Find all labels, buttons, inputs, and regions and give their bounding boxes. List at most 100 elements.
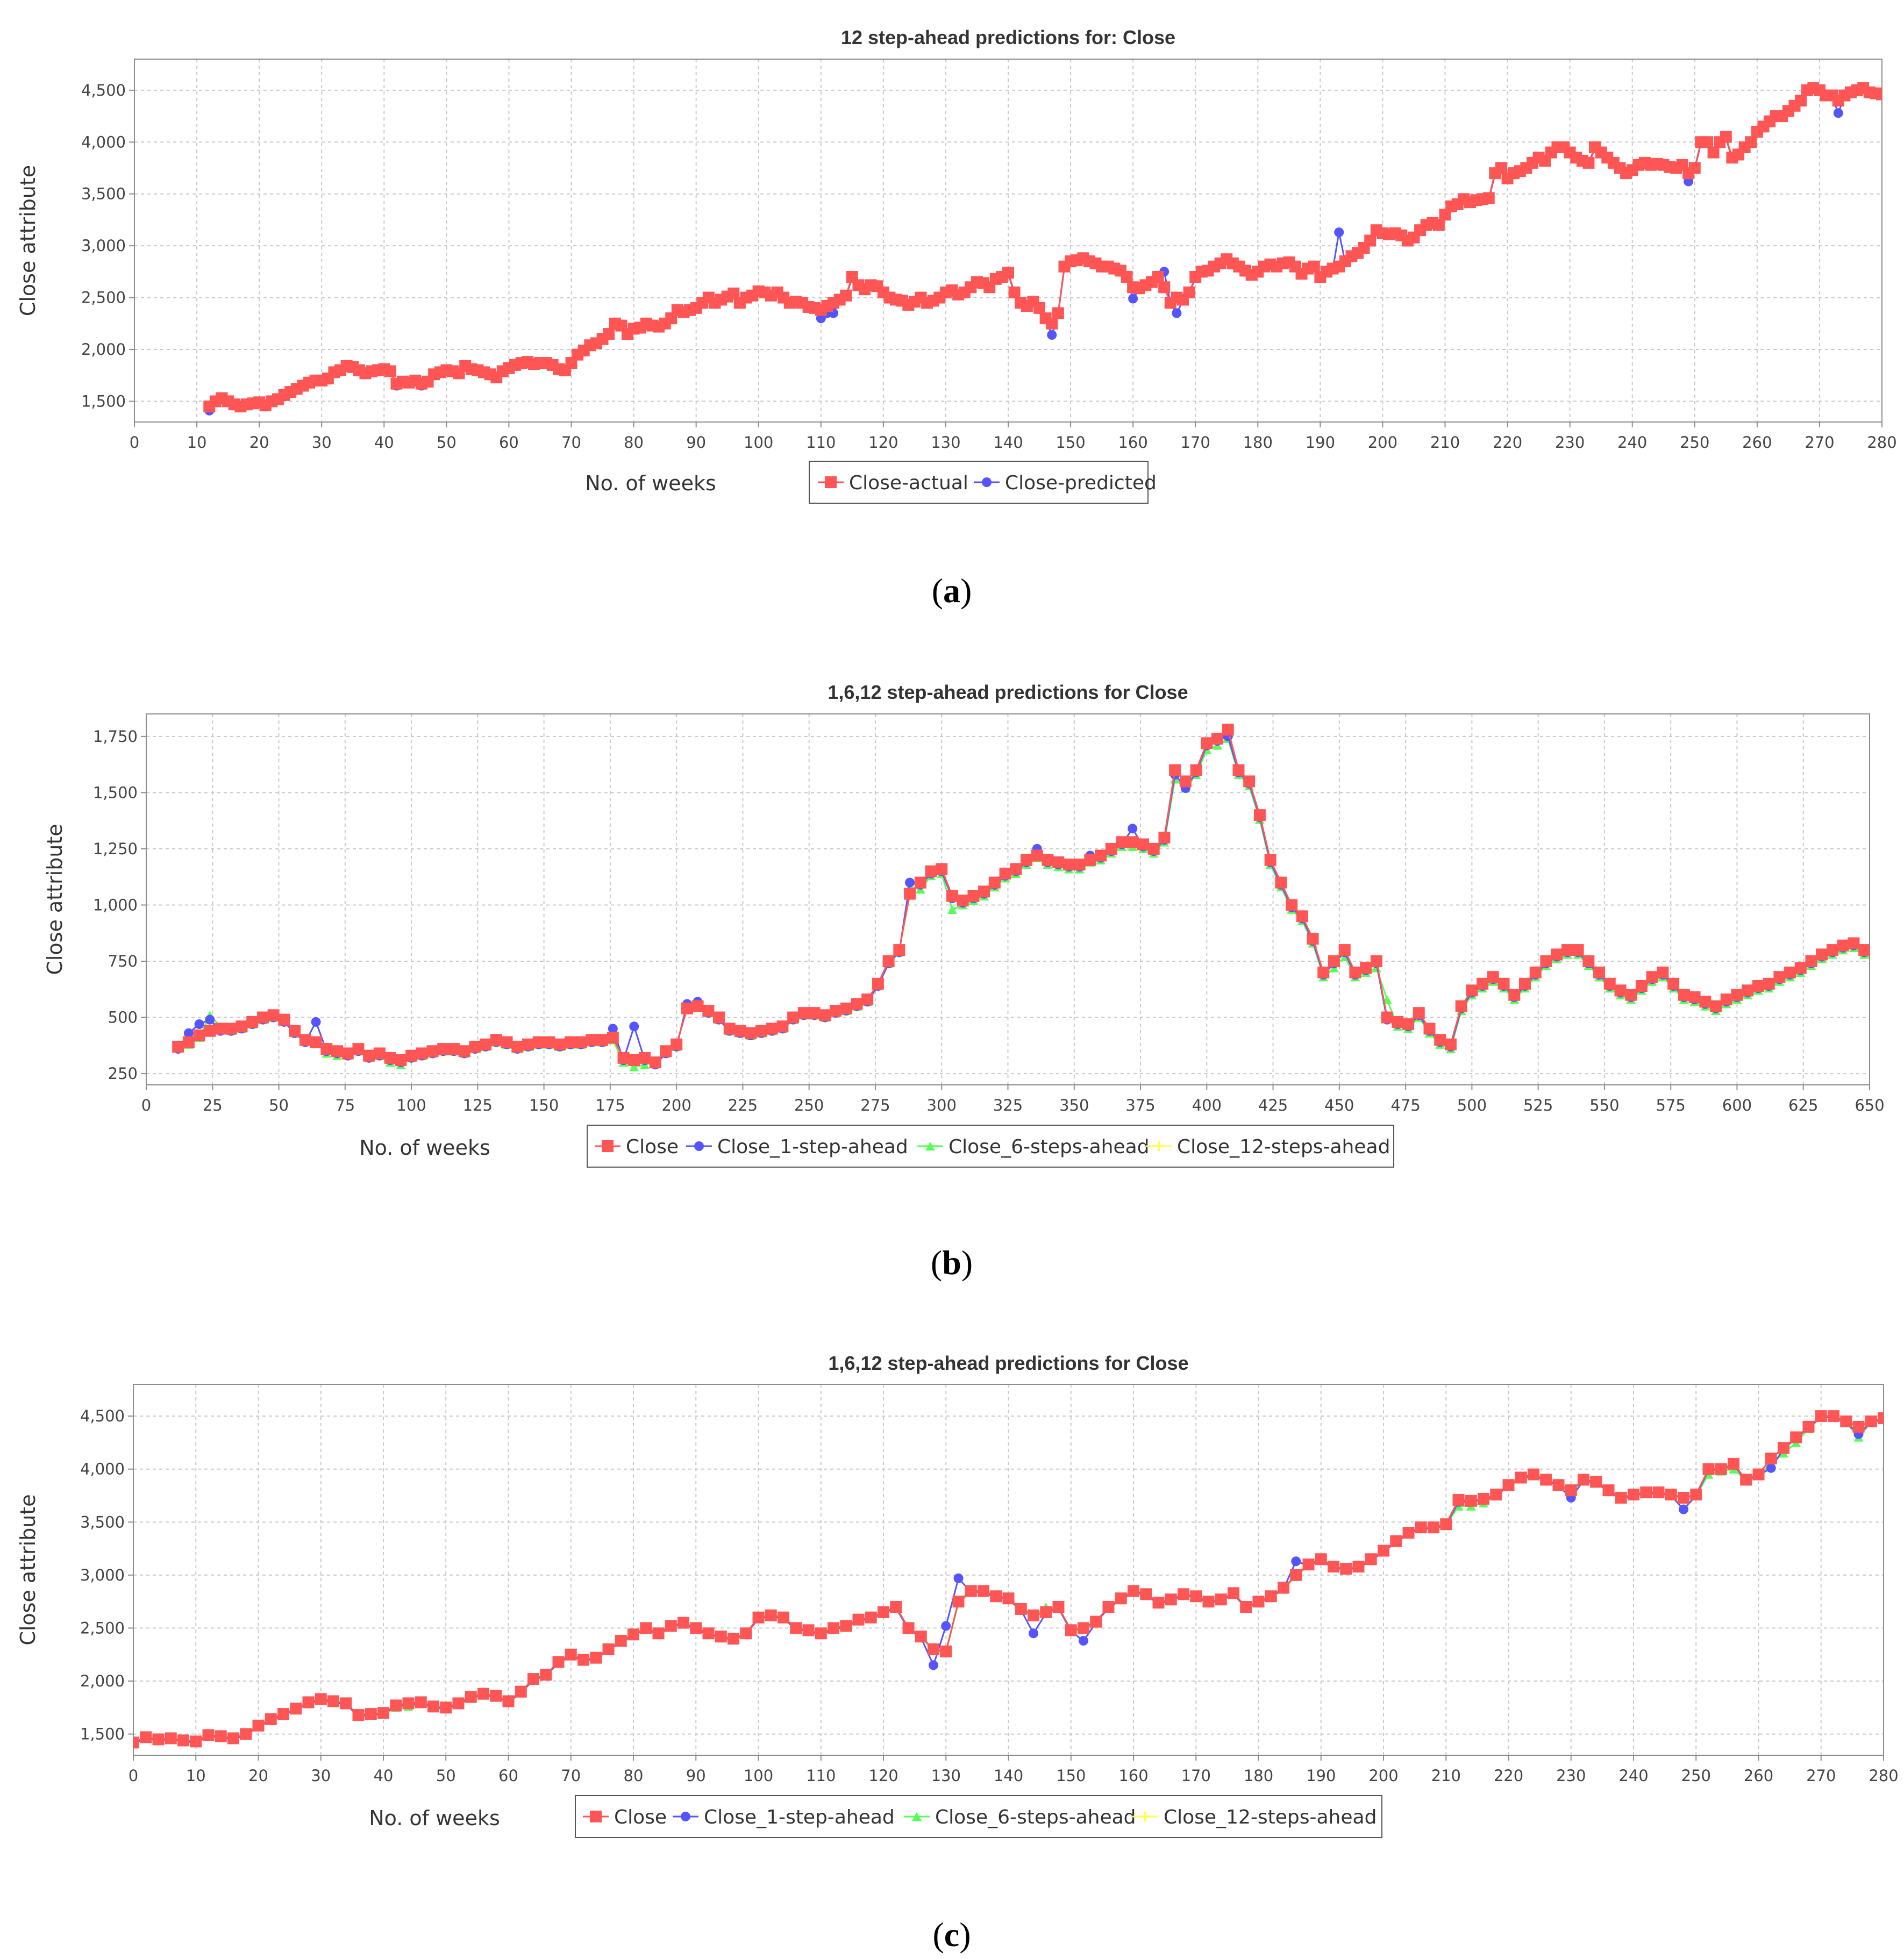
data-point: [649, 1056, 661, 1069]
data-point: [1902, 935, 1904, 945]
data-point: [1169, 764, 1181, 776]
x-tick-label: 190: [1306, 1767, 1336, 1785]
data-point: [1078, 1622, 1089, 1634]
data-point: [1152, 271, 1164, 283]
data-point: [1902, 939, 1904, 947]
data-point: [1890, 1410, 1902, 1422]
data-point: [1740, 1474, 1752, 1486]
x-tick-label: 220: [1493, 433, 1522, 452]
data-point: [490, 1034, 502, 1046]
data-point: [1158, 281, 1171, 294]
data-point: [1881, 948, 1891, 958]
data-point: [840, 289, 852, 302]
x-tick-label: 130: [931, 433, 960, 452]
legend-marker: [825, 476, 837, 488]
data-point: [1720, 131, 1732, 143]
data-point: [1253, 809, 1266, 821]
legend-marker: [1140, 1812, 1150, 1821]
data-point: [1881, 949, 1891, 959]
data-point: [1137, 838, 1149, 850]
x-tick-label: 50: [269, 1096, 289, 1114]
data-point: [1482, 192, 1495, 204]
series-Close: [133, 1410, 1902, 1749]
data-point: [1858, 944, 1870, 956]
data-point: [365, 1708, 377, 1720]
data-point: [204, 1025, 216, 1037]
data-point: [1172, 308, 1182, 318]
data-point: [936, 863, 948, 875]
data-point: [904, 888, 916, 900]
data-point: [1540, 955, 1552, 967]
y-tick-label: 3,500: [81, 185, 126, 203]
data-point: [1308, 260, 1320, 273]
data-point: [1614, 984, 1627, 997]
data-point: [1615, 1491, 1627, 1504]
data-point: [1079, 1636, 1088, 1646]
x-tick-label: 130: [931, 1767, 961, 1785]
data-point: [1021, 854, 1033, 866]
data-point: [236, 1020, 248, 1033]
data-point: [1720, 993, 1732, 1006]
y-tick-label: 2,000: [80, 1672, 125, 1690]
data-point: [1147, 842, 1160, 855]
data-point: [1602, 1484, 1615, 1497]
data-point: [1881, 953, 1891, 961]
data-point: [929, 1660, 938, 1670]
data-point: [1440, 1518, 1452, 1531]
data-point: [1882, 90, 1894, 102]
x-tick-label: 240: [1617, 433, 1647, 452]
data-point: [363, 1049, 375, 1062]
data-point: [990, 1590, 1002, 1603]
legend-label: Close_12-steps-ahead: [1177, 1136, 1390, 1158]
data-point: [740, 1627, 752, 1640]
data-point: [1699, 996, 1712, 1008]
data-point: [1572, 944, 1584, 956]
data-point: [1365, 1553, 1377, 1565]
y-tick-label: 4,000: [80, 1460, 125, 1478]
legend: Close Close_1-step-ahead Close_6-steps-ahe…: [587, 1125, 1394, 1168]
data-point: [1243, 775, 1256, 788]
data-point: [940, 1645, 952, 1657]
x-tick-label: 50: [436, 1767, 456, 1785]
data-point: [778, 1611, 789, 1624]
x-tick-label: 250: [1681, 1767, 1711, 1785]
x-tick-label: 110: [806, 1767, 836, 1785]
x-tick-label: 325: [993, 1096, 1023, 1114]
data-point: [627, 1628, 639, 1641]
data-point: [1870, 955, 1880, 963]
x-tick-label: 90: [686, 433, 706, 452]
data-point: [1370, 955, 1382, 967]
data-point: [352, 1709, 365, 1721]
y-tick-label: 4,500: [81, 81, 126, 99]
data-point: [1840, 1415, 1852, 1427]
data-point: [1678, 989, 1690, 1001]
data-point: [1031, 849, 1043, 862]
data-point: [702, 1005, 715, 1017]
x-tick-label: 230: [1556, 1767, 1586, 1785]
panel-caption: (c): [932, 1915, 971, 1954]
data-point: [1047, 330, 1057, 340]
data-point: [946, 890, 958, 902]
data-point: [681, 1002, 693, 1014]
legend-label: Close: [626, 1136, 679, 1158]
data-point: [320, 1043, 333, 1055]
x-tick-label: 0: [141, 1096, 151, 1114]
data-point: [765, 1609, 777, 1621]
data-point: [1428, 1521, 1439, 1534]
data-point: [1338, 944, 1351, 956]
data-point: [999, 867, 1011, 880]
data-point: [1889, 89, 1899, 98]
data-point: [665, 1620, 677, 1632]
data-point: [1888, 87, 1900, 98]
x-tick-label: 110: [806, 433, 836, 452]
data-point: [390, 1699, 402, 1712]
x-axis: 0 10 20 30 40 50 60 70 80 90 100 110 120 130 140 150 160…: [130, 422, 1897, 452]
data-point: [440, 1701, 452, 1714]
data-point: [952, 1596, 965, 1608]
data-point: [302, 1696, 315, 1708]
x-tick-label: 75: [335, 1096, 355, 1114]
data-point: [615, 1635, 627, 1647]
data-point: [1090, 1615, 1102, 1628]
data-point: [608, 1024, 618, 1034]
x-tick-label: 100: [744, 1767, 773, 1785]
